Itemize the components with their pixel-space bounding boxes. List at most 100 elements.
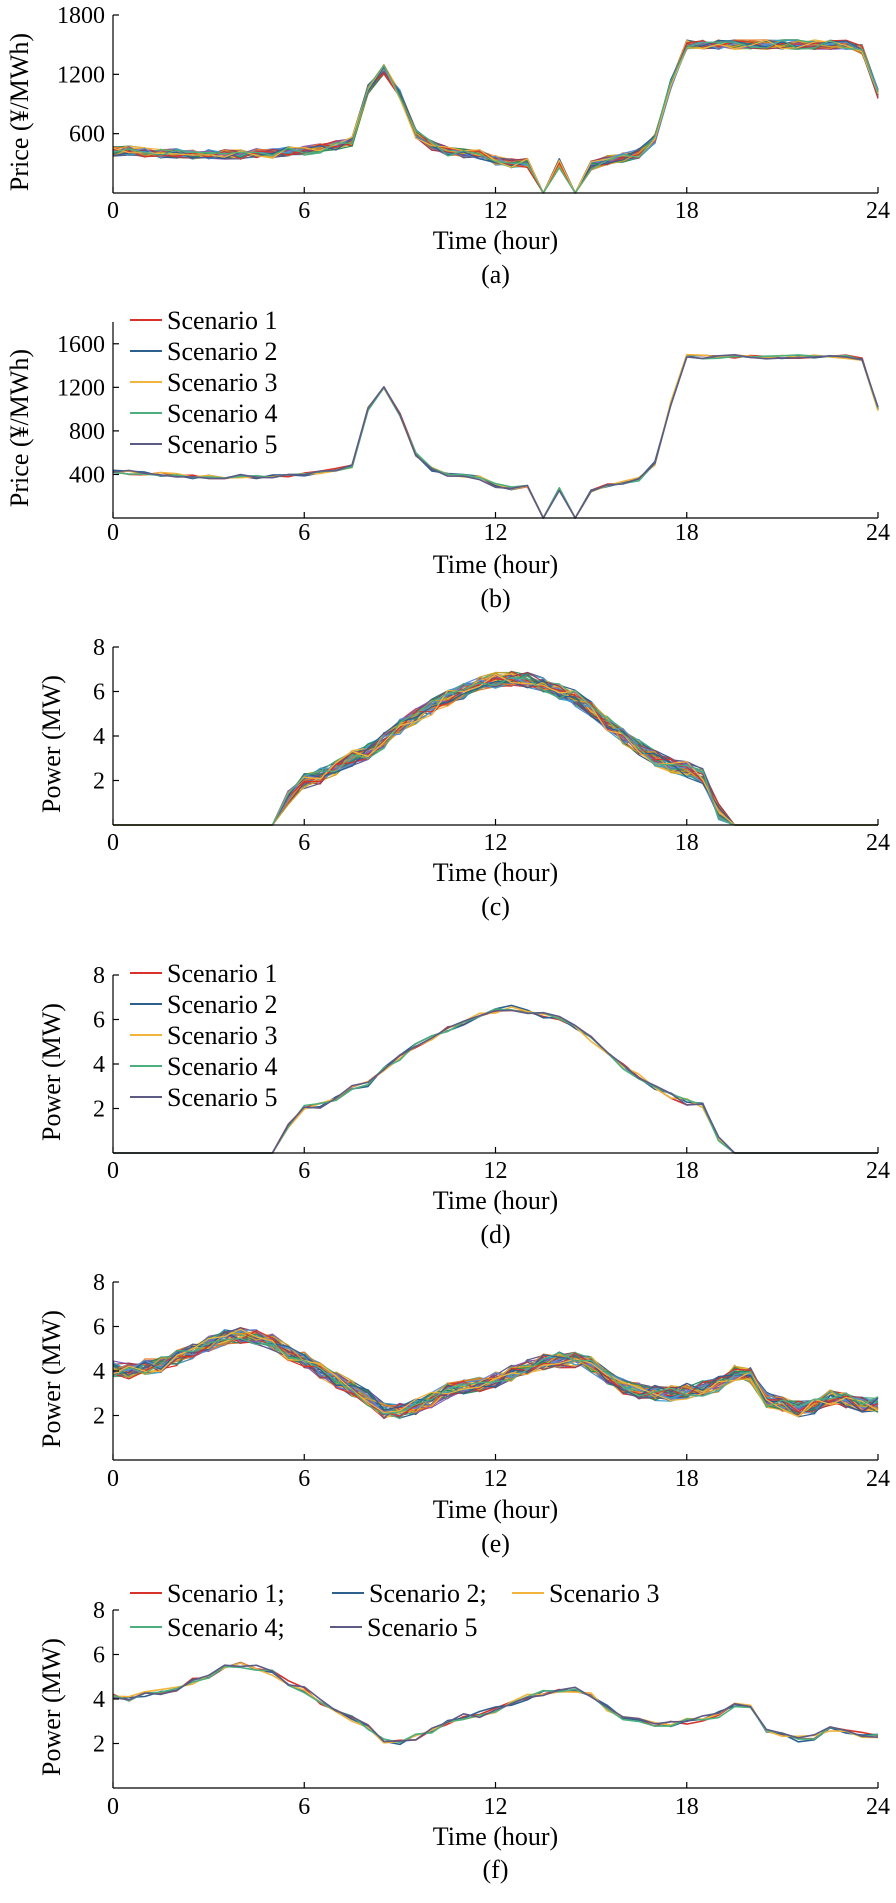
legend-label: Scenario 5 xyxy=(367,1613,477,1642)
series-line xyxy=(112,40,879,194)
y-tick-label: 400 xyxy=(69,462,105,488)
series-line xyxy=(112,39,879,194)
series-line xyxy=(113,683,878,826)
series-line xyxy=(112,39,879,194)
series-line xyxy=(113,673,878,826)
x-tick-label: 24 xyxy=(866,1794,890,1820)
series-line xyxy=(113,675,878,826)
x-tick-label: 6 xyxy=(298,1794,310,1820)
y-tick-label: 1200 xyxy=(57,62,105,88)
series-line xyxy=(113,673,878,826)
panel-caption: (e) xyxy=(481,1529,510,1558)
y-tick-label: 4 xyxy=(93,1687,105,1713)
series-line xyxy=(113,674,878,826)
x-tick-label: 0 xyxy=(107,1158,119,1184)
series-line xyxy=(112,40,879,194)
series-line xyxy=(112,39,879,194)
series-line xyxy=(112,39,879,194)
series-line xyxy=(113,679,878,826)
panel-caption: (f) xyxy=(483,1855,509,1884)
series-line xyxy=(113,674,878,826)
series-line xyxy=(113,679,878,826)
x-tick-label: 18 xyxy=(675,198,699,224)
series-line xyxy=(113,674,878,826)
series-line xyxy=(112,1331,879,1417)
y-axis-label: Power (MW) xyxy=(37,1638,66,1776)
series-line xyxy=(112,1661,879,1743)
x-axis-label: Time (hour) xyxy=(433,1495,558,1524)
series-line xyxy=(112,1329,879,1415)
series-line xyxy=(113,673,878,826)
x-tick-label: 6 xyxy=(298,198,310,224)
series-line xyxy=(113,678,878,826)
series-line xyxy=(113,671,878,826)
x-tick-label: 12 xyxy=(484,830,508,856)
series-line xyxy=(113,674,878,826)
legend-label: Scenario 2; xyxy=(369,1579,487,1608)
y-tick-label: 2 xyxy=(93,1732,105,1758)
series-line xyxy=(112,39,879,194)
series-line xyxy=(113,674,878,826)
y-tick-label: 8 xyxy=(93,963,105,989)
x-tick-label: 0 xyxy=(107,830,119,856)
legend-label: Scenario 5 xyxy=(167,1083,277,1112)
y-tick-label: 800 xyxy=(69,419,105,445)
series-line xyxy=(112,40,879,194)
panel-caption: (c) xyxy=(481,892,510,921)
series-line xyxy=(112,40,879,194)
series-line xyxy=(113,672,878,826)
series-line xyxy=(113,671,878,826)
series-line xyxy=(112,39,879,194)
chart-a: 0 6 12 18 24 600 1200 1800 Time (hour) Price (¥/M… xyxy=(5,3,890,289)
series-line xyxy=(113,670,878,826)
series-line xyxy=(112,40,879,194)
legend-label: Scenario 5 xyxy=(167,430,277,459)
x-tick-label: 24 xyxy=(866,830,890,856)
series-line xyxy=(113,678,878,826)
legend-label: Scenario 4 xyxy=(167,1052,277,1081)
x-tick-label: 18 xyxy=(675,830,699,856)
y-axis-label: Power (MW) xyxy=(37,1310,66,1448)
series-line xyxy=(113,680,878,826)
x-tick-label: 12 xyxy=(484,198,508,224)
panel-caption: (b) xyxy=(480,584,510,613)
series-line xyxy=(112,41,879,194)
legend-label: Scenario 1 xyxy=(167,959,277,988)
series-line xyxy=(112,39,879,194)
y-tick-label: 600 xyxy=(69,122,105,148)
series-line xyxy=(113,676,878,826)
x-tick-label: 0 xyxy=(107,1794,119,1820)
y-tick-label: 8 xyxy=(93,1598,105,1624)
legend-label: Scenario 4 xyxy=(167,399,277,428)
legend-label: Scenario 1 xyxy=(167,306,277,335)
series-line xyxy=(112,41,879,194)
x-tick-label: 18 xyxy=(675,1158,699,1184)
y-axis-label: Price (¥/MWh) xyxy=(5,33,34,191)
legend-label: Scenario 2 xyxy=(167,337,277,366)
series-line xyxy=(112,39,879,194)
x-tick-label: 0 xyxy=(107,520,119,546)
series-line xyxy=(113,675,878,826)
series-line xyxy=(112,40,879,194)
y-tick-label: 6 xyxy=(93,1008,105,1034)
series-line xyxy=(112,39,879,194)
series-line xyxy=(112,40,879,194)
series-line xyxy=(112,41,879,194)
series-line xyxy=(112,39,879,194)
x-axis-label: Time (hour) xyxy=(433,1186,558,1215)
series-line xyxy=(112,39,879,194)
series-line xyxy=(112,40,879,194)
y-axis-label: Price (¥/MWh) xyxy=(5,349,34,507)
series-line xyxy=(113,670,878,826)
series-line xyxy=(113,671,878,826)
series-line xyxy=(112,39,879,194)
y-tick-label: 6 xyxy=(93,1315,105,1341)
x-tick-label: 24 xyxy=(866,1466,890,1492)
y-tick-label: 2 xyxy=(93,769,105,795)
x-tick-label: 24 xyxy=(866,198,890,224)
series-line xyxy=(113,678,878,826)
